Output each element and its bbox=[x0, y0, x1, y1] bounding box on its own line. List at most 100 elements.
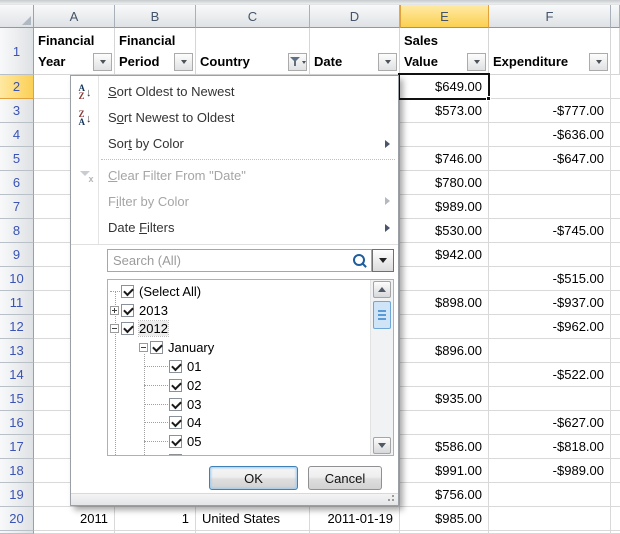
cell-col-f-expenditure[interactable]: -$777.00 bbox=[489, 99, 611, 123]
filter-button-date-open[interactable] bbox=[378, 53, 397, 71]
cell-col-f-expenditure[interactable] bbox=[489, 507, 611, 531]
row-header[interactable]: 14 bbox=[0, 363, 34, 387]
tree-checkbox[interactable] bbox=[169, 454, 182, 455]
cell-col-e-sales[interactable] bbox=[400, 267, 489, 291]
column-header-c[interactable]: C bbox=[196, 5, 310, 28]
row-header[interactable]: 12 bbox=[0, 315, 34, 339]
tree-checkbox[interactable] bbox=[169, 378, 182, 392]
cell-col-f-expenditure[interactable] bbox=[489, 339, 611, 363]
cell-e1[interactable]: Sales Value bbox=[400, 28, 489, 75]
row-header[interactable]: 11 bbox=[0, 291, 34, 315]
cell-col-e-sales[interactable]: $896.00 bbox=[400, 339, 489, 363]
cancel-button[interactable]: Cancel bbox=[308, 466, 382, 490]
cell-col-g-partial[interactable] bbox=[611, 219, 620, 243]
cell-col-e-sales[interactable]: $586.00 bbox=[400, 435, 489, 459]
cell-col-g-partial[interactable] bbox=[611, 483, 620, 507]
cell-col-f-expenditure[interactable]: -$937.00 bbox=[489, 291, 611, 315]
cell-col-g-partial[interactable] bbox=[611, 459, 620, 483]
cell-col-f-expenditure[interactable]: -$522.00 bbox=[489, 363, 611, 387]
row-header[interactable]: 17 bbox=[0, 435, 34, 459]
filter-button-sales-value[interactable] bbox=[467, 53, 486, 71]
filter-button-expenditure[interactable] bbox=[589, 53, 608, 71]
cell-col-f-expenditure[interactable]: -$647.00 bbox=[489, 147, 611, 171]
tree-expand-toggle-icon[interactable] bbox=[139, 343, 148, 353]
select-all-corner[interactable] bbox=[0, 5, 34, 28]
cell-col-e-sales[interactable]: $756.00 bbox=[400, 483, 489, 507]
filter-button-financial-period[interactable] bbox=[174, 53, 193, 71]
tree-item[interactable]: 2013 bbox=[108, 301, 370, 320]
tree-checkbox[interactable] bbox=[169, 416, 182, 430]
cell-col-g-partial[interactable] bbox=[611, 507, 620, 531]
tree-scrollbar[interactable] bbox=[370, 280, 393, 455]
cell-col-g-partial[interactable] bbox=[611, 411, 620, 435]
row-header[interactable]: 16 bbox=[0, 411, 34, 435]
tree-checkbox[interactable] bbox=[121, 284, 134, 298]
menu-item-date-filters[interactable]: Date Filters bbox=[71, 215, 398, 241]
ok-button[interactable]: OK bbox=[209, 466, 298, 490]
tree-item[interactable] bbox=[108, 451, 370, 455]
cell-col-g-partial[interactable] bbox=[611, 99, 620, 123]
cell-col-e-sales[interactable] bbox=[400, 363, 489, 387]
tree-checkbox[interactable] bbox=[169, 360, 182, 374]
tree-item[interactable]: 2012 bbox=[108, 320, 370, 339]
cell-col-g-partial[interactable] bbox=[611, 291, 620, 315]
cell-col-e-sales[interactable]: $942.00 bbox=[400, 243, 489, 267]
cell-col-c[interactable]: United States bbox=[196, 507, 310, 531]
cell-col-e-sales[interactable]: $746.00 bbox=[400, 147, 489, 171]
menu-item-sort-oldest-to-newest[interactable]: AZ Sort Oldest to Newest bbox=[71, 78, 398, 104]
tree-item[interactable]: 01 bbox=[108, 357, 370, 376]
cell-col-e-sales[interactable]: $898.00 bbox=[400, 291, 489, 315]
tree-checkbox[interactable] bbox=[169, 397, 182, 411]
cell-col-g-partial[interactable] bbox=[611, 435, 620, 459]
row-header[interactable]: 5 bbox=[0, 147, 34, 171]
tree-item[interactable]: 03 bbox=[108, 395, 370, 414]
row-header[interactable]: 2 bbox=[0, 75, 34, 99]
row-header[interactable]: 18 bbox=[0, 459, 34, 483]
cell-col-e-sales[interactable] bbox=[400, 315, 489, 339]
cell-f1[interactable]: Expenditure bbox=[489, 28, 611, 75]
cell-g1-partial[interactable] bbox=[611, 28, 620, 75]
cell-a1[interactable]: Financial Year bbox=[34, 28, 115, 75]
row-header[interactable]: 3 bbox=[0, 99, 34, 123]
cell-d1[interactable]: Date bbox=[310, 28, 400, 75]
scroll-down-button[interactable] bbox=[373, 437, 391, 454]
cell-col-b[interactable]: 1 bbox=[115, 507, 196, 531]
tree-item[interactable]: 02 bbox=[108, 376, 370, 395]
search-dropdown-button[interactable] bbox=[372, 249, 394, 272]
resize-grip[interactable] bbox=[71, 493, 398, 505]
cell-col-e-sales[interactable]: $985.00 bbox=[400, 507, 489, 531]
cell-b1[interactable]: Financial Period bbox=[115, 28, 196, 75]
tree-expand-toggle-icon[interactable] bbox=[110, 305, 119, 315]
column-header-a[interactable]: A bbox=[34, 5, 115, 28]
cell-col-e-sales[interactable]: $935.00 bbox=[400, 387, 489, 411]
row-header[interactable]: 15 bbox=[0, 387, 34, 411]
cell-col-g-partial[interactable] bbox=[611, 267, 620, 291]
cell-col-f-expenditure[interactable]: -$745.00 bbox=[489, 219, 611, 243]
cell-col-f-expenditure[interactable] bbox=[489, 75, 611, 99]
tree-checkbox[interactable] bbox=[121, 303, 134, 317]
cell-col-f-expenditure[interactable]: -$515.00 bbox=[489, 267, 611, 291]
row-header[interactable]: 10 bbox=[0, 267, 34, 291]
cell-col-g-partial[interactable] bbox=[611, 171, 620, 195]
row-header[interactable]: 20 bbox=[0, 507, 34, 531]
row-header[interactable]: 7 bbox=[0, 195, 34, 219]
cell-col-g-partial[interactable] bbox=[611, 75, 620, 99]
tree-checkbox[interactable] bbox=[121, 322, 134, 336]
cell-col-a[interactable]: 2011 bbox=[34, 507, 115, 531]
row-header[interactable]: 13 bbox=[0, 339, 34, 363]
column-header-f[interactable]: F bbox=[489, 5, 611, 28]
tree-checkbox[interactable] bbox=[150, 341, 163, 355]
cell-col-g-partial[interactable] bbox=[611, 195, 620, 219]
scroll-up-button[interactable] bbox=[373, 281, 391, 298]
row-header-1[interactable]: 1 bbox=[0, 28, 34, 75]
scrollbar-thumb[interactable] bbox=[373, 301, 391, 329]
row-header[interactable]: 8 bbox=[0, 219, 34, 243]
cell-col-f-expenditure[interactable]: -$989.00 bbox=[489, 459, 611, 483]
tree-item[interactable]: 05 bbox=[108, 432, 370, 451]
cell-col-f-expenditure[interactable]: -$627.00 bbox=[489, 411, 611, 435]
column-header-g-partial[interactable] bbox=[611, 5, 620, 28]
row-header[interactable]: 19 bbox=[0, 483, 34, 507]
cell-col-f-expenditure[interactable] bbox=[489, 243, 611, 267]
cell-col-f-expenditure[interactable] bbox=[489, 195, 611, 219]
tree-item[interactable]: (Select All) bbox=[108, 282, 370, 301]
